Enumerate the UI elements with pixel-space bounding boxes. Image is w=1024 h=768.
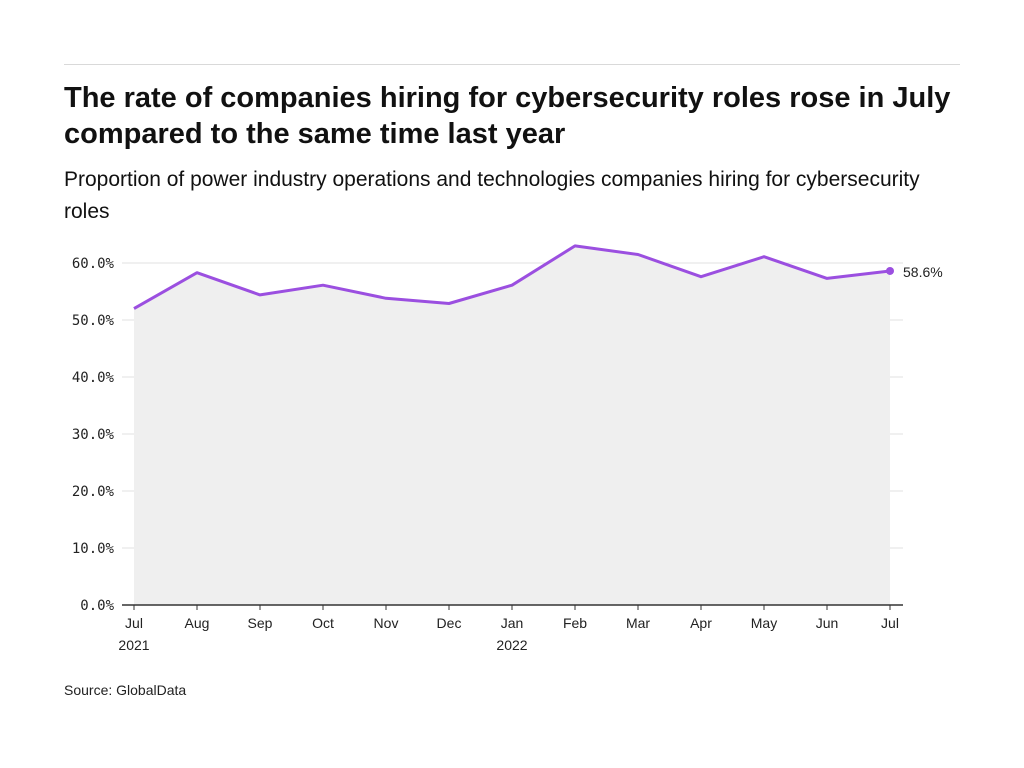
- x-tick-label: Apr: [690, 615, 712, 631]
- x-tick-label: May: [751, 615, 777, 631]
- x-tick-label: Jul: [125, 615, 143, 631]
- x-tick-label: Mar: [626, 615, 650, 631]
- end-value-label: 58.6%: [903, 264, 943, 280]
- y-tick-label: 50.0%: [72, 313, 115, 329]
- chart-subtitle: Proportion of power industry operations …: [64, 168, 920, 223]
- y-axis-ticks: 0.0% 10.0% 20.0% 30.0% 40.0% 50.0% 60.0%: [72, 256, 115, 614]
- x-tick-label: Feb: [563, 615, 587, 631]
- y-tick-label: 10.0%: [72, 541, 115, 557]
- x-tick-label: Jan: [501, 615, 524, 631]
- x-tick-label: Jul: [881, 615, 899, 631]
- x-tick-label: Oct: [312, 615, 334, 631]
- area-fill: [134, 245, 890, 605]
- x-tick-label: Jun: [816, 615, 839, 631]
- y-tick-label: 60.0%: [72, 256, 115, 272]
- x-tick-label: Sep: [248, 615, 273, 631]
- x-tick-label: Dec: [437, 615, 462, 631]
- y-tick-label: 0.0%: [80, 598, 114, 614]
- y-tick-label: 40.0%: [72, 370, 115, 386]
- chart-title: The rate of companies hiring for cyberse…: [64, 82, 951, 150]
- x-axis-ticks: Jul 2021 Aug Sep Oct Nov Dec Jan 2022 Feb Mar Apr Ma…: [118, 605, 899, 653]
- x-tick-year-label: 2022: [496, 637, 527, 653]
- end-point-marker: [886, 266, 894, 275]
- source-note: Source: GlobalData: [64, 682, 187, 698]
- y-tick-label: 20.0%: [72, 484, 115, 500]
- y-tick-label: 30.0%: [72, 427, 115, 443]
- x-tick-label: Aug: [185, 615, 210, 631]
- x-tick-label: Nov: [374, 615, 399, 631]
- x-tick-year-label: 2021: [118, 637, 149, 653]
- top-rule: [64, 64, 960, 65]
- series-line: [133, 244, 891, 310]
